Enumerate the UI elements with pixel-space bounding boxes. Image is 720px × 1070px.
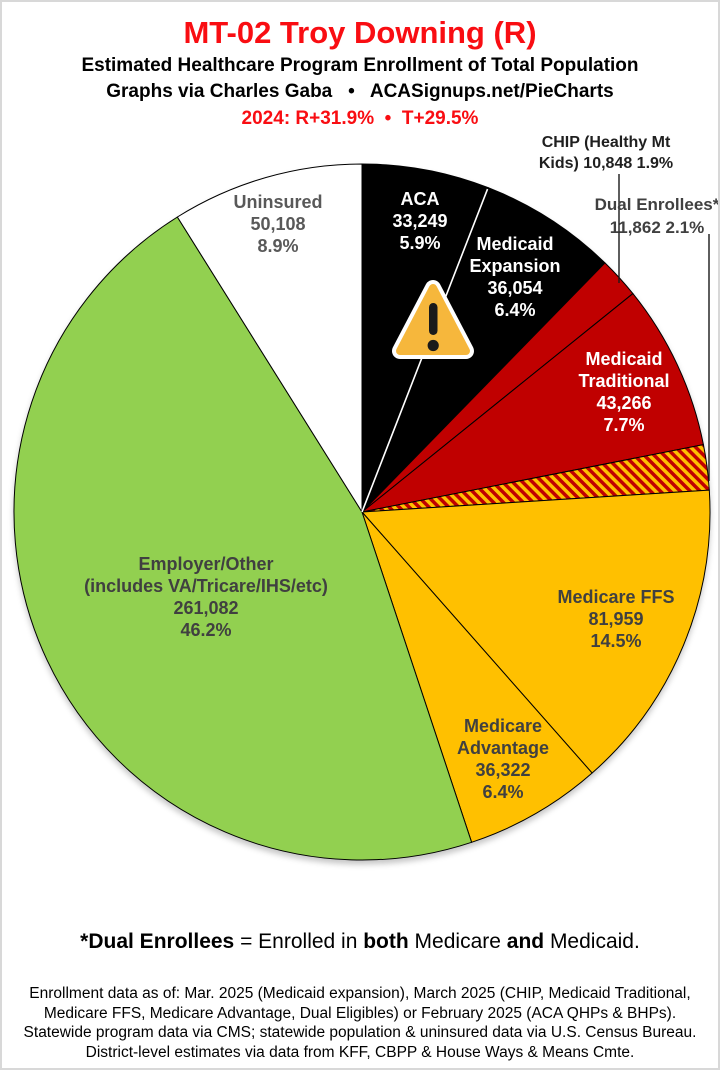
footnote-segment: and [506, 930, 545, 953]
footer-line: District-level estimates via data from K… [85, 1043, 635, 1061]
pie-slice-medicare_ffs [361, 489, 711, 774]
pie-slice-medicaid_traditional [361, 293, 704, 513]
dual-enrollees-footnote: *Dual Enrollees = Enrolled in both Medic… [2, 930, 718, 954]
chart-credit-line: Graphs via Charles Gaba • ACASignups.net… [106, 81, 614, 102]
pie-slice-medicare_advantage [361, 511, 593, 843]
footer-line: Medicare FFS, Medicare Advantage, Dual E… [43, 1004, 677, 1022]
footer-line: Statewide program data via CMS; statewid… [23, 1024, 697, 1041]
pie-chart [13, 163, 711, 861]
pie-slice-employer [13, 216, 473, 861]
footer-line: Enrollment data as of: Mar. 2025 (Medica… [29, 985, 691, 1002]
footnote-segment: Medicaid. [544, 930, 640, 953]
pie-slice-uninsured [176, 163, 363, 513]
warning-exclamation-dot [427, 339, 439, 352]
warning-icon [392, 280, 474, 359]
pie-label-line: CHIP (Healthy Mt [541, 134, 671, 151]
footnote-segment: = Enrolled in [234, 930, 364, 953]
pie-slice-medicaid_expansion [361, 187, 606, 513]
warning-exclamation-bar [429, 303, 438, 335]
chart-header: MT-02 Troy Downing (R) Estimated Healthc… [2, 2, 718, 130]
callout-lines [618, 174, 710, 481]
footnote-segment: both [363, 930, 409, 953]
chart-subtitle: Estimated Healthcare Program Enrollment … [81, 55, 639, 76]
source-footer: Enrollment data as of: Mar. 2025 (Medica… [2, 984, 718, 1062]
pie-slices [13, 163, 711, 861]
chart-title: MT-02 Troy Downing (R) [183, 15, 537, 50]
partisan-lean-line: 2024: R+31.9% • T+29.5% [241, 108, 479, 129]
footnote-segment: *Dual Enrollees [80, 930, 235, 953]
footnote-segment: Medicare [408, 930, 507, 953]
